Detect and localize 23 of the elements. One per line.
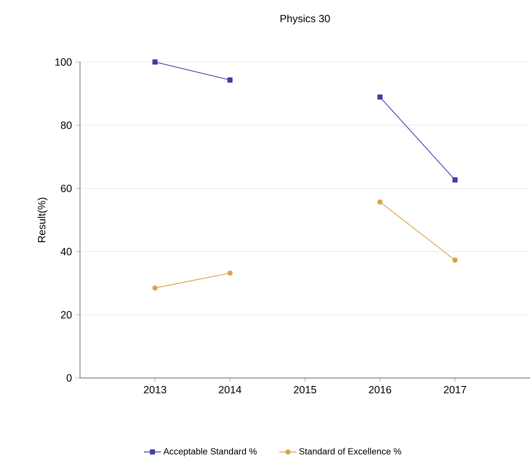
y-tick-label: 80	[60, 122, 72, 129]
point	[377, 199, 383, 205]
point	[377, 94, 383, 100]
x-tick-label: 2016	[368, 386, 392, 394]
y-axis-title: Result(%)	[38, 198, 48, 242]
y-tick-label: 60	[60, 184, 72, 192]
y-tick-label: 20	[60, 311, 72, 319]
chart-title: Physics 30	[280, 14, 330, 24]
point	[227, 270, 233, 276]
x-tick-label: 2014	[218, 386, 242, 394]
point	[452, 258, 458, 263]
x-tick-label: 2015	[294, 386, 316, 394]
point	[227, 77, 233, 83]
y-tick-label: 40	[60, 248, 72, 256]
legend-label: Standard of Excellence %	[299, 448, 402, 454]
point	[152, 59, 158, 65]
y-tick-label: 100	[55, 58, 72, 66]
point	[452, 177, 458, 182]
point	[152, 285, 158, 291]
x-tick-label: 2017	[444, 386, 466, 394]
legend-label: Acceptable Standard %	[163, 448, 257, 456]
x-tick-label: 2013	[144, 386, 166, 394]
y-tick-label: 0	[66, 374, 72, 382]
